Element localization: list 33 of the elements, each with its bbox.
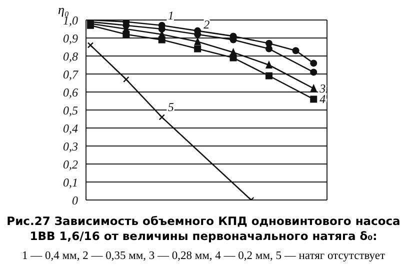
text: 1 — 0,4 мм, 2 — 0,35 мм, 3 — 0,28 мм, 4 — 0,2 мм, 5 — натяг отсутствует	[21, 250, 386, 262]
y-axis-title: η₀	[58, 2, 69, 17]
series-label: 1	[168, 8, 174, 22]
point	[310, 84, 318, 92]
y-tick-label: 0,7	[63, 67, 79, 82]
point	[123, 76, 130, 82]
y-tick-label: 0,6	[63, 85, 78, 100]
y-tick-label: 0,4	[63, 121, 78, 136]
point	[122, 30, 130, 38]
y-tick-label: 0,2	[63, 157, 78, 172]
y-tick-label: 0,3	[63, 139, 78, 154]
point	[194, 45, 202, 52]
point	[310, 96, 318, 103]
point	[265, 72, 272, 80]
point	[265, 60, 272, 68]
y-tick-label: 0,1	[63, 175, 78, 190]
text: Рис.27 Зависимость объемного КПД одновинтового насоса 1ВВ 1,6/16 от величины первоначального натяга δ₀:	[6, 214, 400, 243]
point	[310, 60, 318, 67]
series-label: 2	[204, 17, 210, 32]
y-tick-label: 0,9	[63, 31, 78, 46]
point	[230, 54, 237, 62]
point	[87, 42, 94, 48]
point	[158, 36, 166, 44]
point	[86, 22, 94, 29]
point	[265, 45, 272, 52]
point	[194, 37, 202, 46]
point	[310, 68, 318, 76]
y-tick-label: 0,5	[63, 103, 78, 118]
point	[158, 114, 165, 120]
y-tick-label: 0,8	[63, 49, 78, 64]
y-tick-label: 0	[72, 193, 78, 208]
point	[292, 47, 300, 54]
series-label: 4	[320, 92, 326, 106]
